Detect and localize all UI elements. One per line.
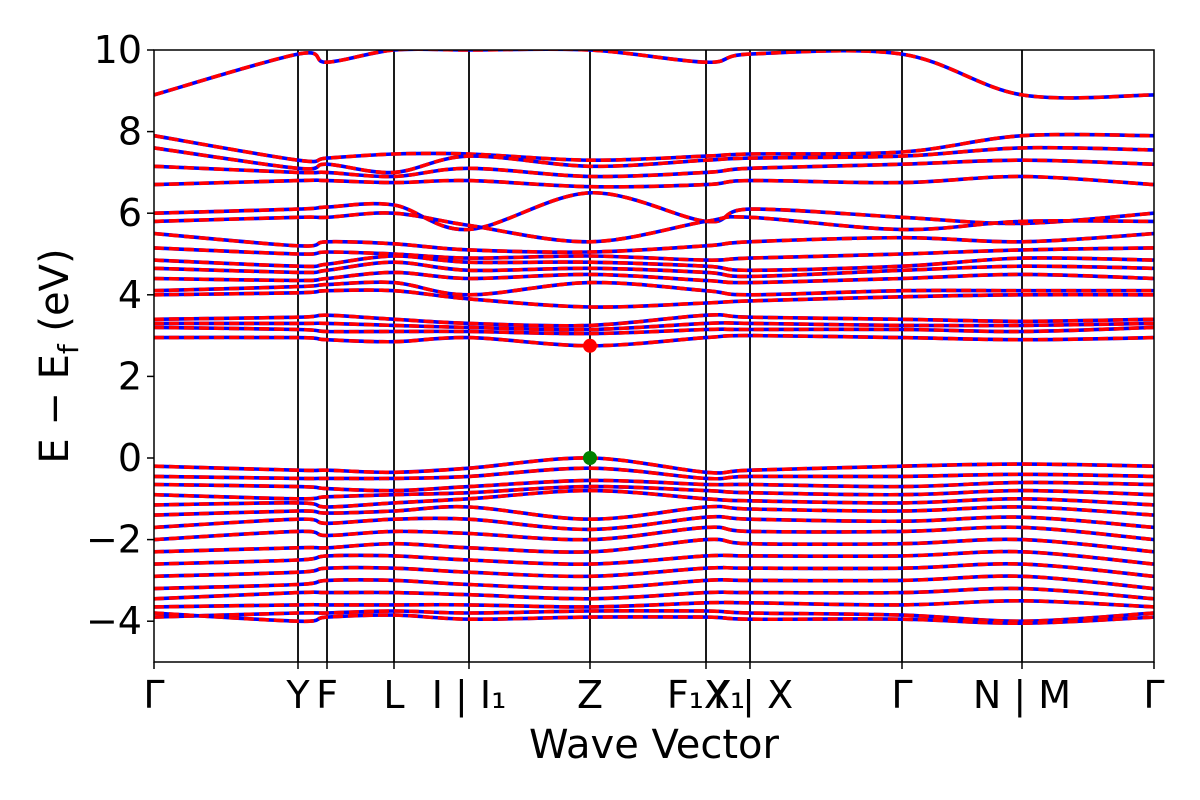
plot-frame xyxy=(153,49,1155,663)
y-axis-ticks: −4 −2 0 2 4 6 8 10 xyxy=(86,28,154,643)
band-line-spin-up xyxy=(154,254,1154,273)
x-tick-label: Y xyxy=(285,673,310,717)
band-line-spin-up xyxy=(154,456,1154,475)
band-line-spin-up xyxy=(154,504,1154,522)
y-tick-label: 2 xyxy=(118,354,142,398)
band-line-spin-up xyxy=(154,333,1154,348)
band-line-spin-up xyxy=(154,145,1154,175)
y-tick-label: 10 xyxy=(94,28,142,72)
band-line-spin-up xyxy=(154,288,1154,309)
band-line-spin-up xyxy=(154,484,1154,501)
band-line-spin-up xyxy=(154,174,1154,189)
band-line-spin-up xyxy=(154,325,1154,336)
band-line-spin-up xyxy=(154,50,1154,100)
band-line-spin-up xyxy=(154,514,1154,532)
x-tick-label: Γ xyxy=(143,673,164,717)
band-line-spin-up xyxy=(154,246,1154,262)
x-tick-label: I | I₁ xyxy=(432,673,507,718)
band-line-spin-up xyxy=(154,586,1154,601)
band-line-spin-up xyxy=(154,598,1154,609)
x-tick-label: F₁X₁ xyxy=(667,673,745,717)
x-tick-label: Γ xyxy=(1143,673,1164,717)
y-tick-label: 8 xyxy=(118,110,142,154)
x-tick-label: Z xyxy=(577,673,603,717)
band-line-spin-up xyxy=(154,549,1154,566)
x-tick-label: N | M xyxy=(973,673,1071,718)
x-axis-label: Wave Vector xyxy=(529,722,780,768)
x-tick-label: L xyxy=(383,673,404,717)
band-line-spin-up xyxy=(154,158,1154,179)
y-tick-label: 4 xyxy=(118,273,142,317)
band-line-spin-up xyxy=(154,608,1154,624)
y-axis-label-sub: f xyxy=(52,343,85,354)
band-line-spin-up xyxy=(154,321,1154,332)
band-line-spin-up xyxy=(154,611,1154,626)
band-line-spin-up xyxy=(154,280,1154,297)
band-line-spin-up xyxy=(154,231,1154,254)
y-tick-label: 6 xyxy=(118,191,142,235)
band-lines xyxy=(154,50,1154,626)
band-line-spin-up xyxy=(154,260,1154,279)
y-tick-label: −2 xyxy=(86,518,142,562)
y-axis-label-main: E − E xyxy=(32,354,78,464)
band-line-spin-up xyxy=(154,190,1154,232)
x-tick-label: Y | X xyxy=(706,673,793,718)
band-line-spin-up xyxy=(154,525,1154,542)
band-edge-markers xyxy=(583,338,597,465)
vbm-marker xyxy=(583,451,597,465)
band-line-spin-up xyxy=(154,211,1154,244)
x-tick-label: Γ xyxy=(891,673,912,717)
y-axis-label: E − Ef (eV) xyxy=(32,248,85,463)
band-line-spin-up xyxy=(154,488,1154,509)
cbm-marker xyxy=(583,338,597,353)
y-axis-label-unit: (eV) xyxy=(32,248,78,344)
band-line-spin-up xyxy=(154,562,1154,579)
band-line-spin-up xyxy=(154,537,1154,554)
band-line-spin-up xyxy=(154,466,1154,481)
band-line-spin-up xyxy=(154,270,1154,285)
y-tick-label: −4 xyxy=(86,599,142,643)
band-line-spin-up xyxy=(154,574,1154,591)
band-line-spin-up xyxy=(154,132,1154,164)
y-tick-label: 0 xyxy=(118,436,142,480)
band-line-spin-up xyxy=(154,313,1154,328)
band-line-spin-up xyxy=(154,478,1154,493)
x-tick-label: F xyxy=(316,673,338,717)
